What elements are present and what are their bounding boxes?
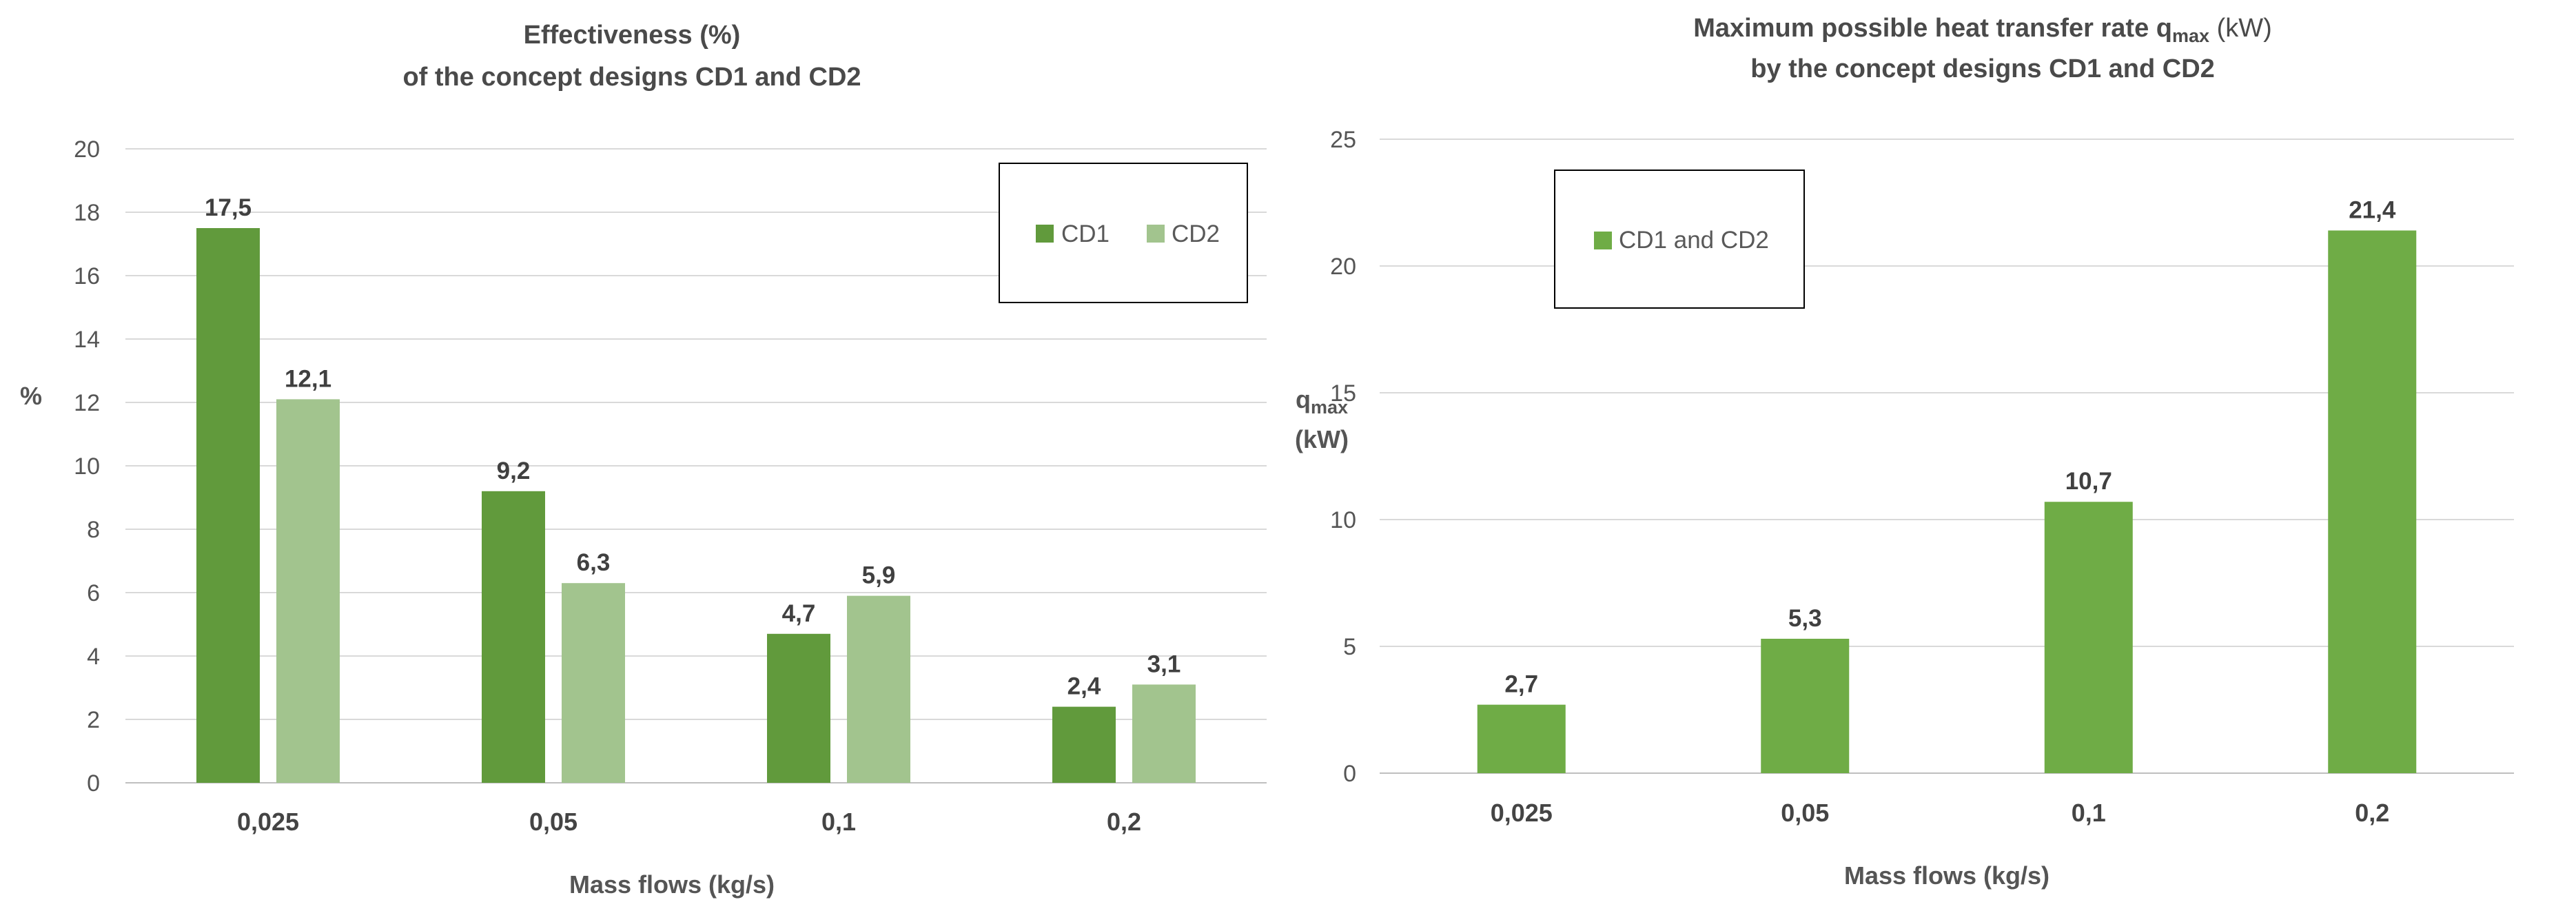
x-category-label: 0,05 (529, 808, 577, 836)
y-tick-label: 16 (74, 263, 100, 289)
data-label: 5,3 (1788, 605, 1822, 632)
chart2-legend-swatch (1594, 232, 1612, 249)
chart1-legend: CD1 CD2 (999, 163, 1248, 303)
x-category-label: 0,05 (1781, 799, 1829, 827)
bar-cd2 (1132, 684, 1196, 783)
y-tick-label: 2 (87, 707, 100, 733)
bar-cd1-and-cd2 (2328, 230, 2417, 774)
bar-cd1 (767, 633, 830, 783)
chart1-legend-label-cd2: CD2 (1172, 221, 1220, 247)
y-tick-label: 14 (74, 327, 100, 353)
y-tick-label: 12 (74, 390, 100, 416)
data-label: 2,4 (1067, 673, 1101, 700)
x-category-label: 0,025 (1491, 799, 1553, 827)
data-label: 9,2 (497, 458, 531, 484)
chart2-x-axis-title: Mass flows (kg/s) (1844, 861, 2049, 890)
chart2-title-line2: by the concept designs CD1 and CD2 (1750, 54, 2215, 83)
chart2-title-main: Maximum possible heat transfer rate q (1693, 14, 2172, 43)
y-tick-label: 18 (74, 200, 100, 226)
x-category-label: 0,1 (821, 808, 856, 836)
y-tick-label: 4 (87, 644, 100, 670)
effectiveness-chart: Effectiveness (%) of the concept designs… (20, 21, 1267, 899)
chart2-title-line1: Maximum possible heat transfer rate qmax… (1693, 14, 2272, 46)
chart1-legend-label-cd1: CD1 (1061, 221, 1110, 247)
data-label: 21,4 (2349, 196, 2396, 223)
bar-cd2 (562, 583, 625, 783)
x-category-label: 0,1 (2072, 799, 2106, 827)
y-tick-label: 20 (1330, 254, 1356, 280)
y-tick-label: 0 (87, 770, 100, 797)
chart1-title-line2: of the concept designs CD1 and CD2 (402, 63, 861, 92)
chart1-y-axis-title: % (20, 382, 42, 410)
data-label: 12,1 (285, 365, 331, 392)
data-label: 17,5 (205, 194, 252, 221)
x-category-label: 0,2 (2355, 799, 2389, 827)
bar-cd1-and-cd2 (1761, 638, 1850, 773)
bar-cd1-and-cd2 (2044, 502, 2133, 773)
y-tick-label: 10 (1330, 507, 1356, 533)
bar-cd1 (1052, 706, 1116, 783)
data-label: 3,1 (1147, 650, 1181, 677)
chart2-y-axis-sub: max (1311, 397, 1348, 418)
data-label: 5,9 (862, 562, 896, 589)
bar-cd1-and-cd2 (1477, 704, 1566, 773)
x-category-label: 0,025 (237, 808, 299, 836)
y-tick-label: 0 (1343, 761, 1356, 787)
x-category-label: 0,2 (1107, 808, 1141, 836)
heat-transfer-chart: Maximum possible heat transfer rate qmax… (1295, 14, 2514, 890)
y-tick-label: 10 (74, 453, 100, 480)
y-tick-label: 8 (87, 517, 100, 543)
y-tick-label: 20 (74, 136, 100, 163)
bar-cd1 (482, 491, 545, 783)
chart2-legend-label: CD1 and CD2 (1619, 227, 1769, 254)
y-tick-label: 6 (87, 580, 100, 606)
chart2-legend: CD1 and CD2 (1554, 170, 1805, 309)
y-tick-label: 5 (1343, 634, 1356, 660)
bar-cd2 (847, 595, 910, 783)
data-label: 6,3 (577, 549, 611, 576)
chart2-title-unit: (kW) (2209, 14, 2272, 43)
data-label: 10,7 (2065, 468, 2112, 495)
chart2-y-axis-unit: (kW) (1295, 425, 1349, 453)
chart2-y-axis-q: q (1296, 385, 1311, 413)
chart1-legend-swatch-cd1 (1036, 225, 1054, 243)
bar-cd1 (196, 228, 260, 783)
y-tick-label: 15 (1330, 380, 1356, 407)
y-tick-label: 25 (1330, 127, 1356, 153)
data-label: 4,7 (782, 600, 816, 627)
bar-cd2 (276, 399, 340, 783)
chart1-x-axis-title: Mass flows (kg/s) (569, 870, 775, 899)
chart2-y-axis-title: qmax (1296, 385, 1348, 418)
chart1-legend-swatch-cd2 (1147, 225, 1165, 243)
chart1-title-line1: Effectiveness (%) (524, 21, 741, 50)
data-label: 2,7 (1504, 671, 1538, 698)
chart2-title-subscript: max (2172, 25, 2209, 46)
